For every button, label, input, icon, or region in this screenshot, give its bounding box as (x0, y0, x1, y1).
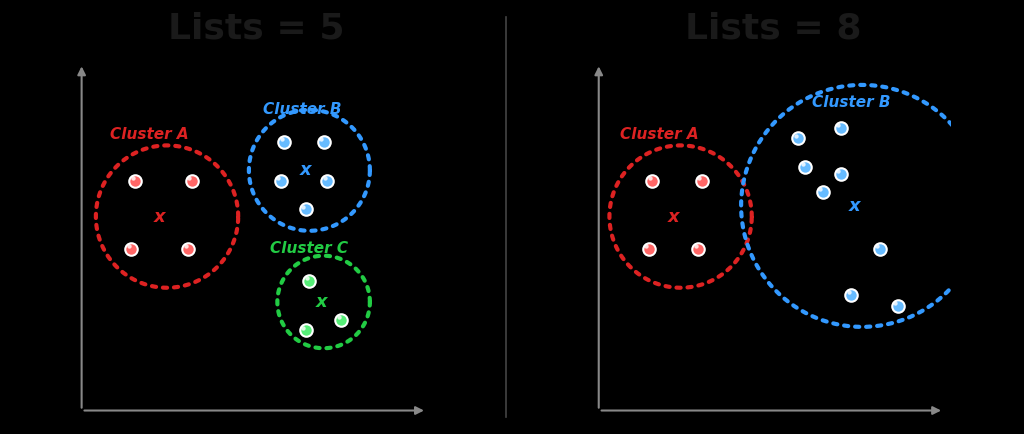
Text: Lists = 5: Lists = 5 (168, 12, 344, 46)
Text: Cluster A: Cluster A (620, 127, 698, 142)
Text: x: x (154, 207, 166, 226)
Text: x: x (316, 293, 328, 311)
Text: Cluster B: Cluster B (812, 95, 891, 110)
Text: Cluster B: Cluster B (263, 102, 342, 117)
Text: Lists = 8: Lists = 8 (685, 12, 861, 46)
Text: x: x (668, 207, 679, 226)
Text: x: x (300, 161, 311, 179)
Text: Cluster C: Cluster C (270, 241, 348, 256)
Text: Cluster A: Cluster A (110, 127, 188, 142)
Text: x: x (849, 197, 861, 215)
